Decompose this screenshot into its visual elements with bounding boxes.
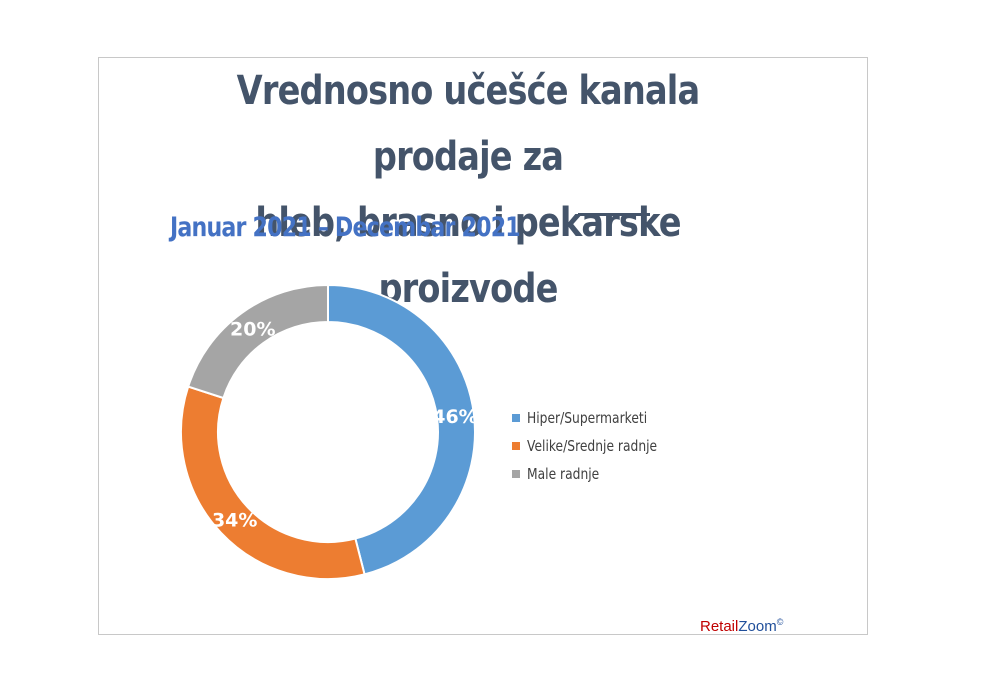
legend-swatch (512, 470, 520, 478)
legend-item-hiper-supermarketi: Hiper/Supermarketi (512, 404, 686, 432)
donut-slice-2 (180, 385, 366, 580)
chart-subtitle: Januar 2021 – Decembar 2021 (170, 212, 521, 243)
legend-label: Male radnje (527, 465, 600, 483)
donut-data-label-2: 34% (212, 510, 257, 532)
chart-frame (98, 57, 868, 635)
donut-data-label-3: 20% (230, 318, 275, 340)
legend-swatch (512, 442, 520, 450)
chart-title-line-1: Vrednosno učešće kanala prodaje za (236, 68, 700, 180)
donut-slice-3 (186, 283, 329, 400)
title-underline (578, 213, 650, 216)
donut-data-label-1: 46% (432, 406, 477, 428)
legend-item-male-radnje: Male radnje (512, 460, 686, 488)
legend-label: Velike/Srednje radnje (527, 437, 658, 455)
legend-item-velike-srednje-radnje: Velike/Srednje radnje (512, 432, 686, 460)
retailzoom-logo: RetailZoom© (700, 617, 784, 635)
legend-label: Hiper/Supermarketi (527, 409, 648, 427)
legend-swatch (512, 414, 520, 422)
chart-legend: Hiper/Supermarketi Velike/Srednje radnje… (512, 404, 686, 488)
chart-title-line-2: hleb, brasno i pekarske proizvode (255, 200, 681, 312)
donut-slice-1 (327, 283, 476, 576)
chart-title: Vrednosno učešće kanala prodaje za hleb,… (166, 58, 771, 322)
